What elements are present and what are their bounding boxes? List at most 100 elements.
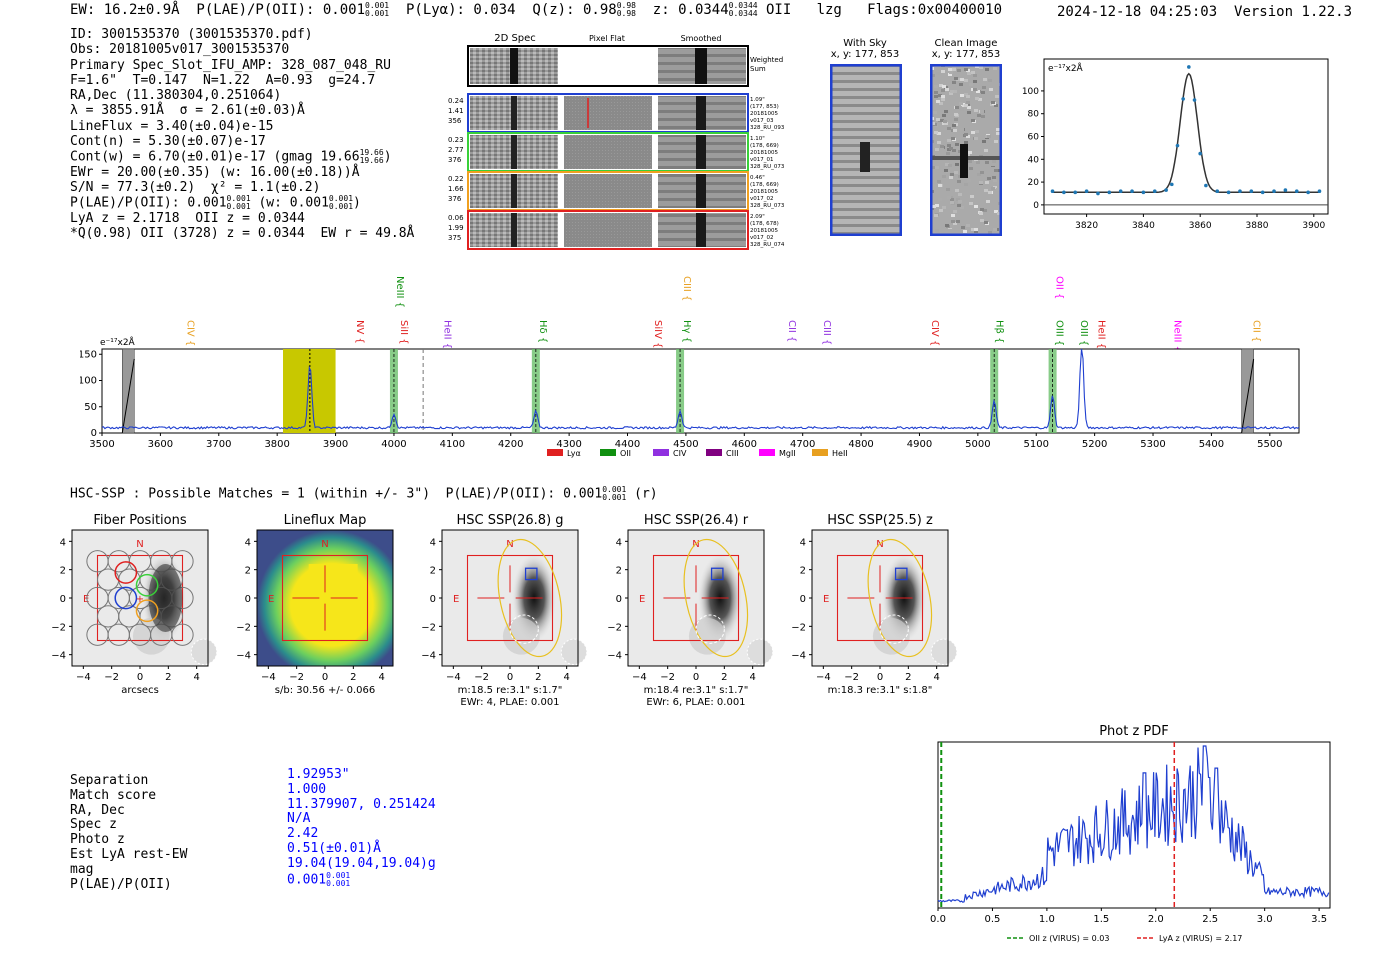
zoom-xtick-label: 3900 (1302, 221, 1325, 231)
clean-noise-pixel (944, 122, 948, 125)
clean-noise-pixel (984, 189, 988, 192)
info-cont-n: Cont(n) = 5.30(±0.07)e-17 (70, 134, 266, 150)
panel-xtick-label: −4 (446, 672, 461, 683)
zoom-data-point (1215, 189, 1220, 194)
cutout-right-label: v017_03 (750, 118, 774, 124)
clean-noise-pixel (937, 141, 941, 144)
clean-noise-pixel (959, 102, 963, 105)
cutout-flat (564, 135, 652, 169)
cutout-left-label: 1.66 (448, 185, 464, 193)
clean-noise-pixel (952, 149, 956, 152)
clean-noise-pixel (938, 198, 942, 201)
sky-stripe (830, 80, 902, 83)
clean-noise-pixel (947, 139, 951, 142)
match-labels: Separation Match score RA, Dec Spec z Ph… (70, 773, 187, 892)
fov-box (652, 554, 740, 642)
neighbor-aperture (509, 614, 539, 644)
clean-noise-pixel (948, 68, 952, 71)
clean-noise-pixel (956, 220, 960, 223)
clean-noise-pixel (968, 151, 972, 154)
aperture-ellipse (497, 538, 563, 658)
panel-xtick-label: −2 (660, 672, 675, 683)
spectrum-xtick-label: 3900 (323, 439, 348, 450)
clean-noise-pixel (954, 113, 958, 116)
info-primary-spec: Primary Spec_Slot_IFU_AMP: 328_087_048_R… (70, 57, 391, 73)
sky-stripe (830, 192, 902, 195)
panel-xtick-label: −2 (104, 672, 119, 683)
clean-noise-pixel (960, 108, 964, 111)
aperture-ellipse (867, 538, 933, 658)
sky-stripe (830, 176, 902, 179)
clean-noise-pixel (949, 176, 953, 179)
spectral-line-label: CIII { (821, 320, 832, 345)
spectrum-unit: e⁻¹⁷x2Å (100, 336, 136, 348)
zoom-xtick-label: 3820 (1075, 221, 1098, 231)
match-values: 1.92953" 1.000 11.379907, 0.251424 N/A 2… (287, 767, 436, 887)
value-photo-z: 2.42 (287, 826, 319, 842)
cutout-left-label: 376 (448, 156, 462, 164)
clean-noise-pixel (959, 83, 963, 86)
clean-noise-pixel (944, 169, 948, 172)
panel-ytick-label: 2 (430, 566, 436, 577)
north-label: N (876, 539, 883, 550)
clean-noise-pixel (957, 204, 961, 207)
fiber-red (114, 561, 138, 584)
clean-noise-pixel (971, 228, 975, 231)
clean-noise-pixel (953, 90, 957, 93)
zoom-data-point (1187, 65, 1191, 69)
sky-stripe (830, 112, 902, 115)
zoom-data-point (1317, 189, 1322, 194)
legend-swatch (600, 449, 616, 456)
clean-noise-pixel (994, 140, 998, 143)
spectral-line-label: CIV { (185, 320, 196, 346)
cutout-2d-line (511, 213, 517, 247)
info-radec: RA,Dec (11.380304,0.251064) (70, 88, 282, 104)
cutout-smoothed-line (696, 96, 706, 130)
photz-xtick-label: 2.0 (1148, 914, 1164, 925)
clean-noise-pixel (942, 206, 946, 209)
panel-xtick-label: 0 (137, 672, 143, 683)
clean-noise-pixel (966, 135, 970, 138)
header-ew-text: EW: 16.2±0.9Å P(LAE)/P(OII): 0.001 (70, 2, 366, 18)
panel-xtick-label: 0 (507, 672, 513, 683)
clean-noise-pixel (966, 215, 970, 218)
clean-noise-pixel (986, 200, 990, 203)
legend-swatch (812, 449, 828, 456)
sky-stripe (830, 208, 902, 211)
cutout-right-label: 328_RU_093 (750, 125, 785, 131)
clean-noise-pixel (935, 204, 939, 207)
clean-noise-pixel (988, 79, 992, 82)
spectral-line-label: CIV { (929, 320, 940, 346)
clean-noise-pixel (977, 114, 981, 117)
spectrum-xtick-label: 5500 (1257, 439, 1282, 450)
cutout-left-label: 0.06 (448, 214, 464, 222)
spectrum-line (101, 348, 1300, 430)
cutout-left-label: 356 (448, 117, 462, 125)
panel-ytick-label: 0 (60, 594, 66, 605)
svg-text:Sum: Sum (750, 65, 766, 73)
clean-noise-pixel (941, 98, 945, 101)
clean-noise-pixel (994, 104, 998, 107)
value-match-score: 1.000 (287, 781, 327, 797)
clean-noise-pixel (983, 78, 987, 81)
clean-noise-pixel (934, 91, 938, 94)
spectrum-xtick-label: 4000 (381, 439, 406, 450)
cutout-left-label: 0.22 (448, 175, 464, 183)
clean-noise-pixel (955, 106, 959, 109)
spectral-line-label: CIII { (681, 276, 692, 301)
zoom-data-point (1096, 191, 1100, 196)
clean-noise-pixel (957, 180, 961, 183)
clean-noise-pixel (967, 179, 971, 182)
col-2d-spec: 2D Spec (494, 33, 536, 44)
fov-box (466, 554, 554, 642)
panel-xtick-label: 4 (749, 672, 755, 683)
zoom-ytick-label: 60 (1028, 133, 1040, 143)
header-flags-text: OII lzg Flags:0x00400010 (757, 2, 1003, 18)
edge-source (190, 638, 218, 666)
cutout-right-label: (177, 853) (750, 104, 779, 110)
fiber-orange (135, 599, 159, 623)
clean-noise-pixel (940, 145, 944, 148)
info-q-line: *Q(0.98) OII (3728) z = 0.0344 EW r = 49… (70, 225, 415, 241)
zoom-data-point (1283, 188, 1288, 192)
clean-noise-pixel (933, 111, 937, 114)
